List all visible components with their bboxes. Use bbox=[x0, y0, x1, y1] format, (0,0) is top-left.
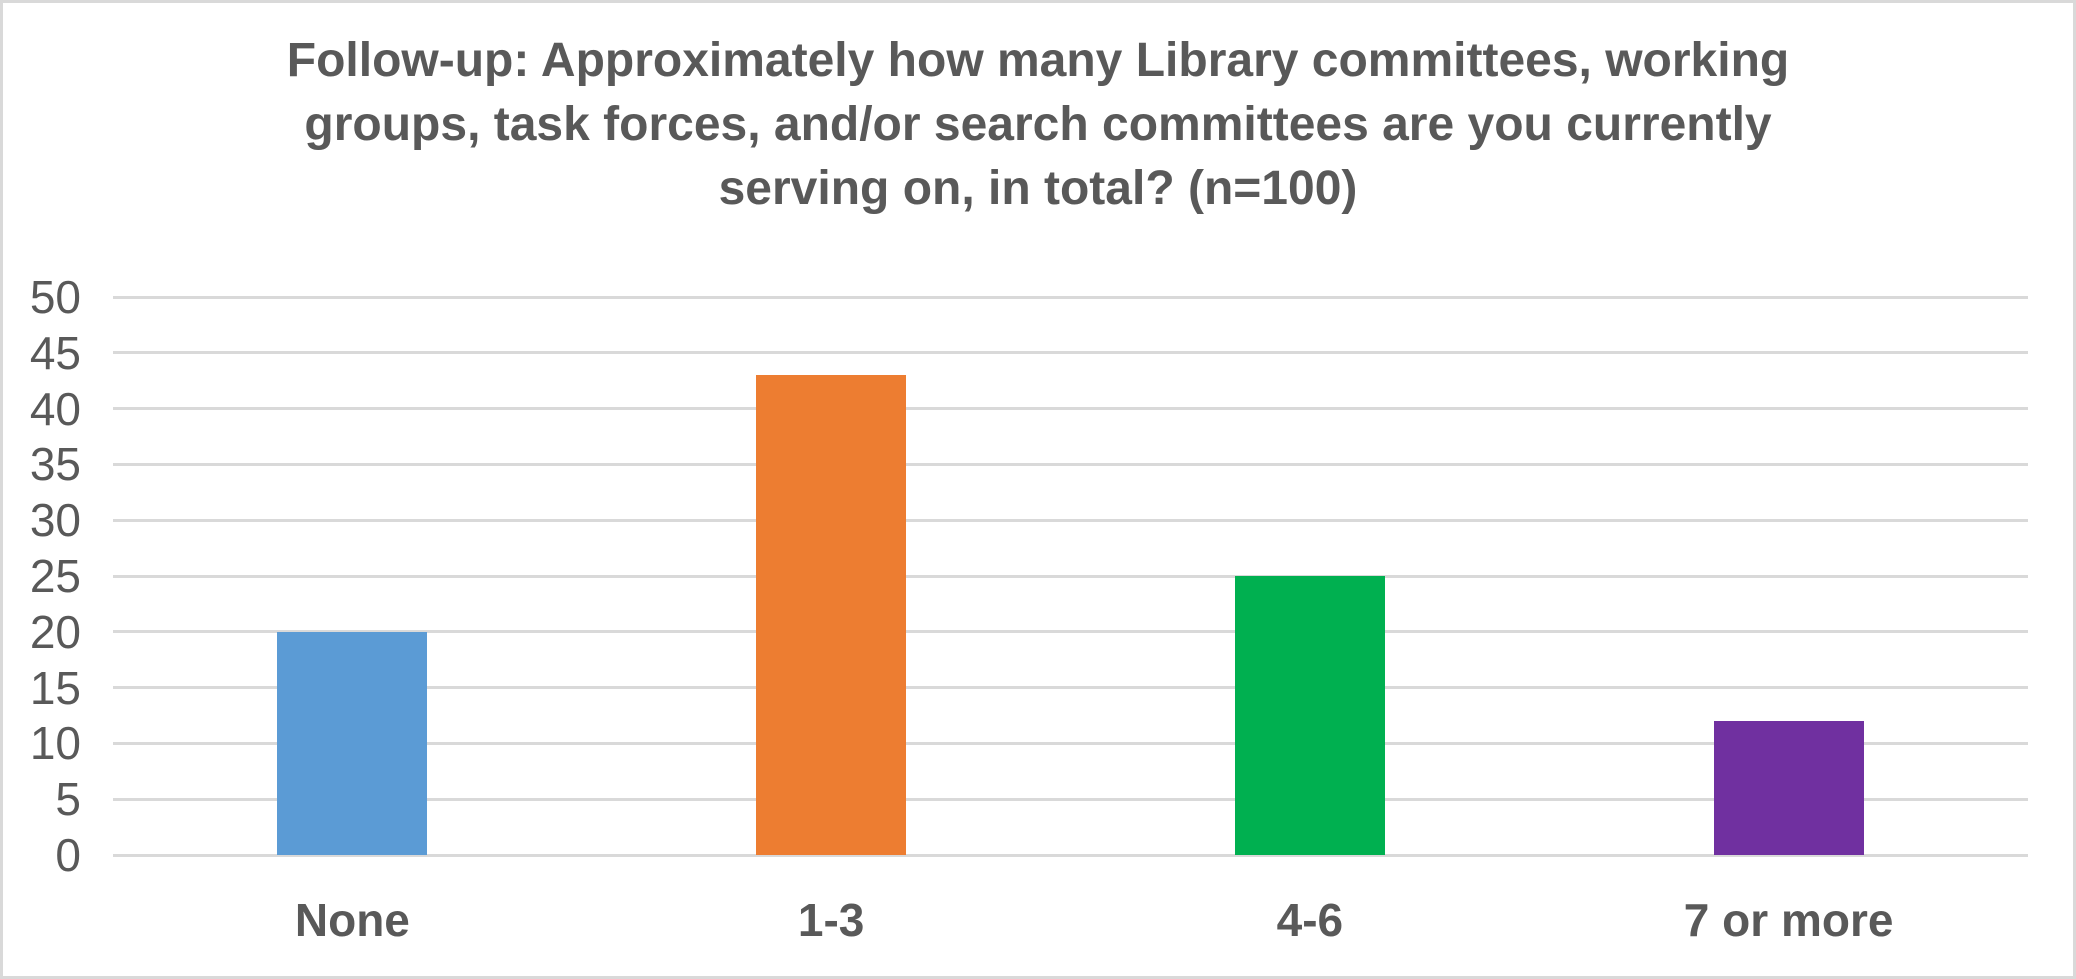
bar-none bbox=[277, 631, 428, 855]
y-axis-tick-label: 35 bbox=[29, 438, 81, 491]
gridline bbox=[113, 351, 2028, 355]
x-axis-category-label-7-or-more: 7 or more bbox=[1683, 894, 1894, 946]
bar-7-or-more bbox=[1713, 721, 1864, 855]
gridline bbox=[113, 574, 2028, 578]
x-axis-category-label-4-6: 4-6 bbox=[1276, 894, 1344, 946]
y-axis-tick-label: 30 bbox=[29, 494, 81, 547]
y-axis-tick-label: 0 bbox=[55, 829, 81, 881]
y-axis-tick-label: 10 bbox=[29, 717, 81, 770]
plot-area: 0 5 10 15 20 25 30 35 40 45 50 None 1-3 4-6 7 or more bbox=[30, 274, 2028, 943]
x-axis-category-label-none: None bbox=[294, 894, 410, 946]
x-axis-category-label-1-3: 1-3 bbox=[797, 894, 865, 946]
y-axis-tick-label: 50 bbox=[29, 271, 81, 323]
y-axis-tick-label: 20 bbox=[29, 605, 81, 658]
bar-1-3 bbox=[756, 375, 907, 855]
y-axis-tick-label: 5 bbox=[55, 773, 81, 826]
chart-title-line: serving on, in total? (n=100) bbox=[718, 162, 1358, 215]
y-axis-tick-label: 40 bbox=[29, 382, 81, 435]
chart-title-line: groups, task forces, and/or search commi… bbox=[304, 98, 1772, 151]
gridline bbox=[113, 797, 2028, 801]
chart-title-line: Follow-up: Approximately how many Librar… bbox=[286, 34, 1790, 87]
chart-title: Follow-up: Approximately how many Librar… bbox=[3, 29, 2073, 221]
gridline bbox=[113, 686, 2028, 690]
gridline bbox=[113, 295, 2028, 299]
gridline bbox=[113, 407, 2028, 411]
gridline bbox=[113, 518, 2028, 522]
gridline bbox=[113, 462, 2028, 466]
y-axis-tick-label: 15 bbox=[29, 661, 81, 714]
gridline bbox=[113, 630, 2028, 634]
y-axis-tick-label: 25 bbox=[29, 550, 81, 602]
gridline bbox=[113, 741, 2028, 745]
bar-4-6 bbox=[1234, 576, 1385, 855]
y-axis-tick-label: 45 bbox=[29, 326, 81, 379]
gridline bbox=[113, 853, 2028, 857]
